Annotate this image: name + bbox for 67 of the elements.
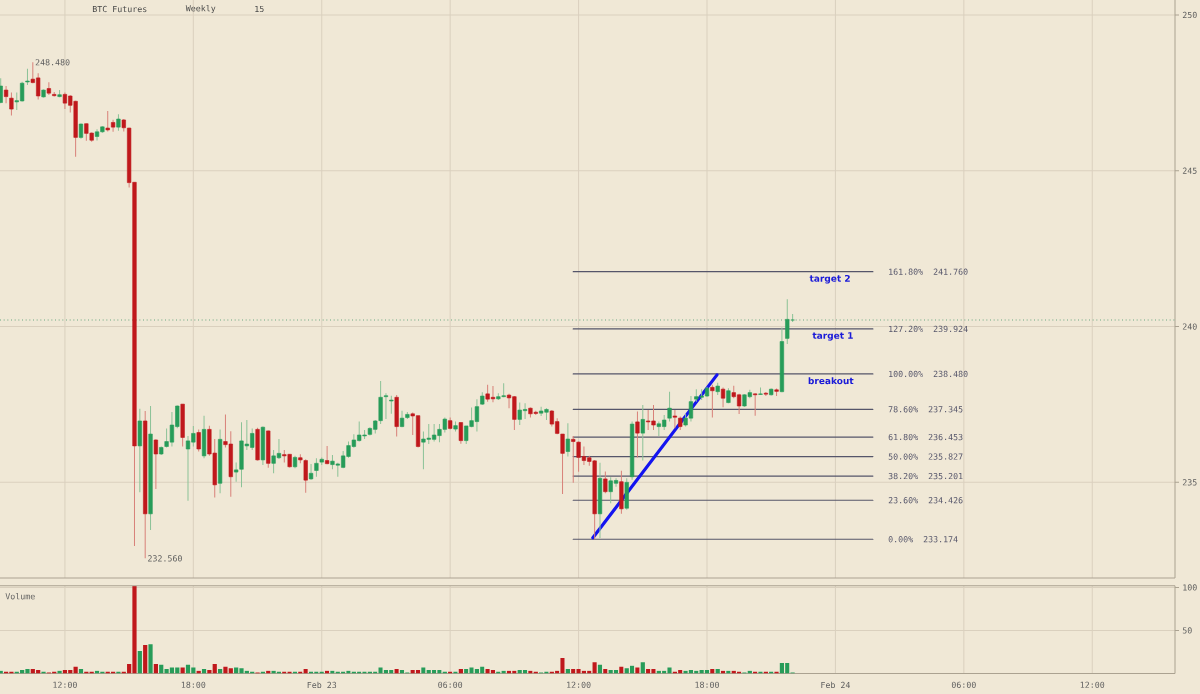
annotation: target 1 <box>812 332 853 341</box>
bar <box>148 644 153 674</box>
candlestick <box>763 391 768 397</box>
bar <box>137 651 142 674</box>
annotation: 15 <box>255 5 264 13</box>
series-label: 50.00% 235.827 <box>888 453 963 460</box>
y-tick-label: 250 <box>1182 11 1197 19</box>
y-tick-label: 240 <box>1182 323 1197 330</box>
series-label: 38.20% 235.201 <box>888 472 963 480</box>
candlestick <box>196 428 201 452</box>
x-tick-label: 12:00 <box>567 681 591 688</box>
x-tick-label: 18:00 <box>181 681 206 688</box>
bar <box>635 667 640 674</box>
candlestick <box>640 404 645 462</box>
candlestick <box>785 298 790 345</box>
x-tick-label: 06:00 <box>438 681 463 688</box>
annotation: BTC Futures <box>92 5 147 13</box>
candlestick <box>46 81 51 96</box>
bar <box>421 667 426 674</box>
bar <box>143 645 148 674</box>
candlestick <box>308 463 314 481</box>
candlestick <box>635 411 640 458</box>
candlestick <box>603 470 608 494</box>
x-tick-label: 12:00 <box>1080 681 1105 688</box>
y-tick-label: 235 <box>1182 479 1197 486</box>
candlestick <box>383 392 389 420</box>
candlestick <box>667 391 672 423</box>
x-tick-label: 06:00 <box>951 681 976 688</box>
bar <box>153 663 158 674</box>
candlestick <box>314 457 319 478</box>
candlestick <box>571 435 576 484</box>
series-label: 0.00% 233.174 <box>888 536 958 543</box>
bar <box>57 670 62 674</box>
candlestick <box>458 421 463 445</box>
candlestick <box>153 438 158 490</box>
candlestick <box>710 384 715 419</box>
series-label: 161.80% 241.760 <box>889 268 968 275</box>
candlestick <box>720 387 726 408</box>
candlestick <box>3 85 9 104</box>
x-tick-label: Feb 23 <box>307 681 337 689</box>
annotation: 248.480 <box>35 59 70 66</box>
y-tick-label: 245 <box>1182 167 1197 174</box>
y-tick-label: 100 <box>1183 584 1197 591</box>
annotation: breakout <box>808 377 854 385</box>
x-tick-label: 12:00 <box>53 681 77 688</box>
candlestick <box>753 392 758 417</box>
y-tick-label: 50 <box>1182 627 1192 634</box>
annotation: 232.560 <box>148 555 182 562</box>
bar <box>640 662 645 674</box>
series-label: 61.80% 236.453 <box>888 433 963 441</box>
text: Volume <box>5 592 35 600</box>
candlestick <box>389 395 394 415</box>
annotation: target 2 <box>809 274 850 284</box>
series-label: 23.60% 234.426 <box>888 497 963 504</box>
x-tick-label: Feb 24 <box>821 681 851 689</box>
bar <box>212 663 217 674</box>
candlestick <box>9 92 14 117</box>
x-tick-label: 18:00 <box>695 681 719 688</box>
series-label: 127.20% 239.924 <box>889 325 968 333</box>
bar <box>180 667 185 674</box>
bar <box>779 663 785 674</box>
candlestick <box>672 409 677 429</box>
candlestick <box>0 77 3 104</box>
annotation: Weekly <box>185 4 216 14</box>
candlestick <box>565 422 570 457</box>
series-label: 100.00% 238.480 <box>889 370 968 378</box>
series-label: 78.60% 237.345 <box>888 406 963 413</box>
